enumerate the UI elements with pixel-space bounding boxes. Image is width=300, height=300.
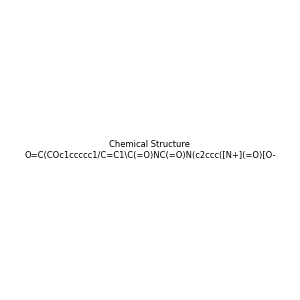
Text: Chemical Structure
O=C(COc1ccccc1/C=C1\C(=O)NC(=O)N(c2ccc([N+](=O)[O-: Chemical Structure O=C(COc1ccccc1/C=C1\C… — [24, 140, 276, 160]
